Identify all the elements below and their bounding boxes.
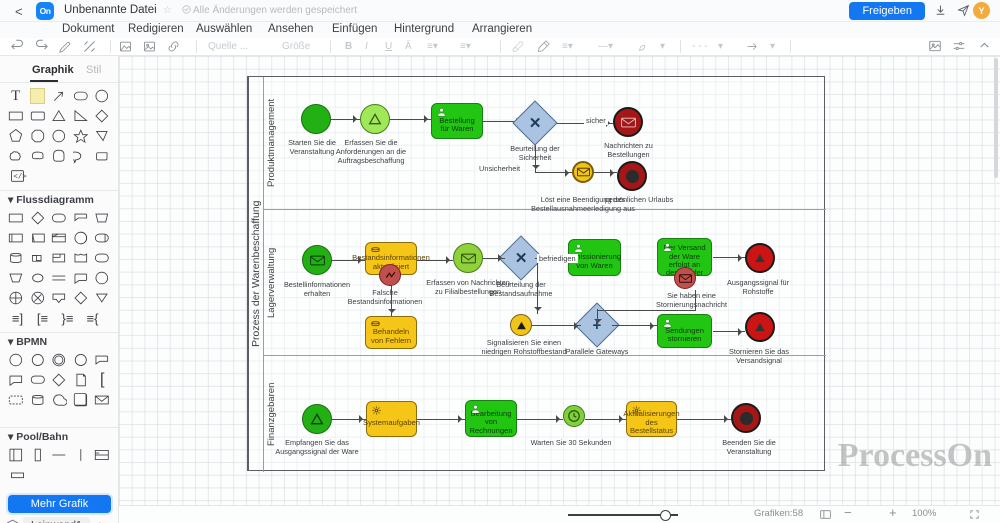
svg-text:</>: </> <box>14 174 27 182</box>
